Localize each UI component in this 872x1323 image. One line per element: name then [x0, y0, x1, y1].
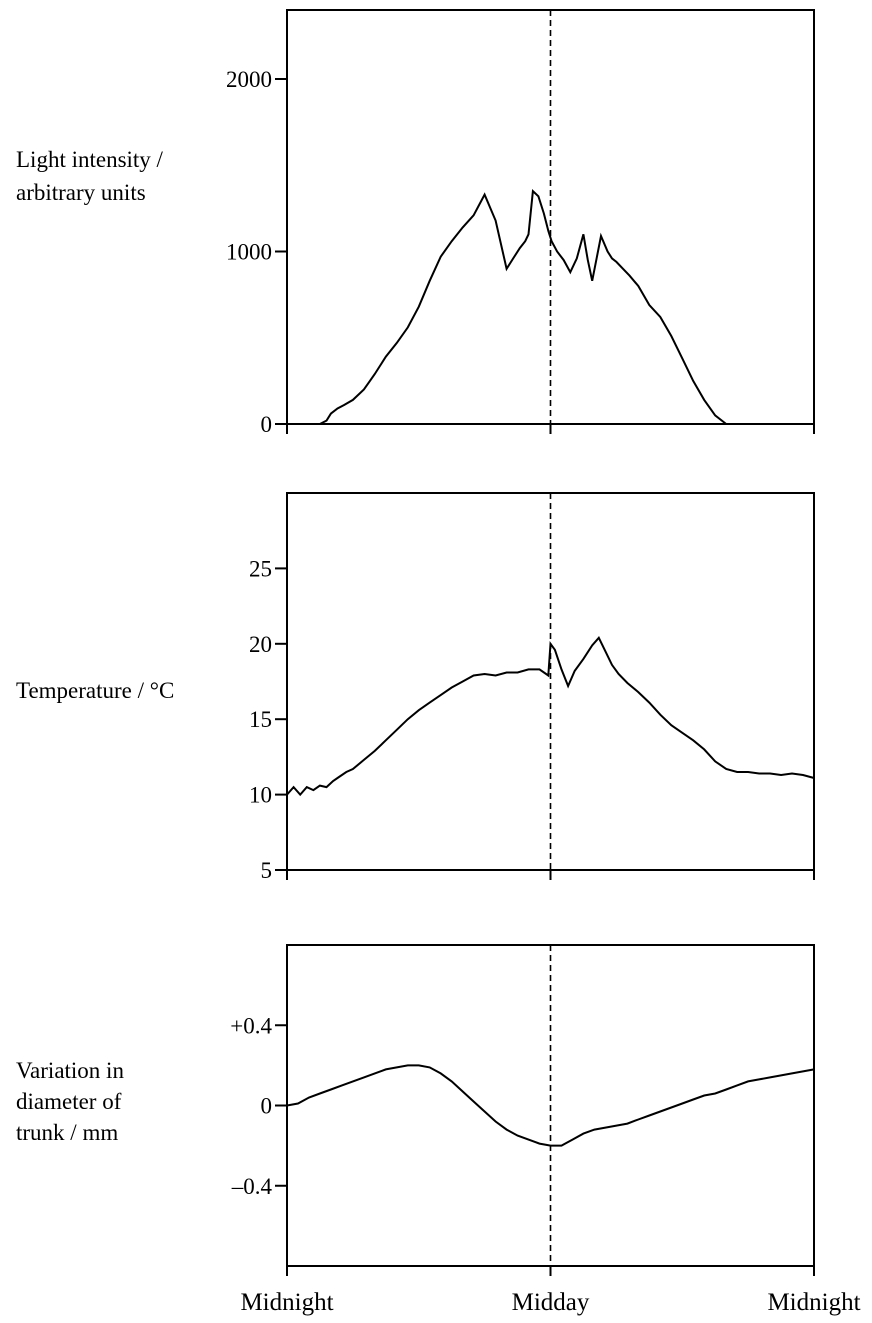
trunk-diameter-panel: Variation in diameter of trunk / mm –0.4…	[16, 944, 815, 1276]
x-label-midday: Midday	[512, 1289, 590, 1316]
light-intensity-series-line	[319, 188, 727, 425]
light-intensity-ytick-label: 0	[261, 412, 273, 437]
light-intensity-yticks: 0 1000 2000	[226, 67, 815, 437]
time-axis-labels: Midnight Midday Midnight	[240, 1289, 860, 1316]
light-intensity-ytick-label: 2000	[226, 67, 272, 92]
temperature-panel: Temperature / °C 5 10 15 20 25	[16, 492, 815, 883]
temperature-ylabel: Temperature / °C	[16, 678, 174, 703]
trunk-diameter-ytick-label: –0.4	[231, 1174, 273, 1199]
temperature-yticks: 5 10 15 20 25	[249, 556, 815, 883]
light-intensity-ylabel-line-2: arbitrary units	[16, 180, 146, 205]
temperature-series-line	[286, 636, 815, 797]
temperature-ytick-label: 5	[261, 858, 273, 883]
x-label-midnight-start: Midnight	[240, 1289, 333, 1316]
temperature-ytick-label: 15	[249, 707, 272, 732]
light-intensity-ylabel-line-1: Light intensity /	[16, 147, 164, 172]
temperature-ytick-label: 20	[249, 632, 272, 657]
temperature-ytick-label: 25	[249, 556, 272, 581]
light-intensity-panel: Light intensity / arbitrary units 0 1000 2…	[16, 9, 815, 437]
trunk-diameter-yticks: –0.4 0 +0.4	[230, 1013, 815, 1276]
trunk-diameter-ylabel-line-2: diameter of	[16, 1089, 122, 1114]
trunk-diameter-ylabel-line-1: Variation in	[16, 1058, 124, 1083]
light-intensity-ytick-label: 1000	[226, 240, 272, 265]
x-label-midnight-end: Midnight	[767, 1289, 860, 1316]
trunk-diameter-ylabel-line-3: trunk / mm	[16, 1120, 118, 1145]
trunk-diameter-series-line	[286, 1064, 815, 1147]
trunk-diameter-ytick-label: +0.4	[230, 1013, 272, 1038]
trunk-diameter-ytick-label: 0	[261, 1094, 273, 1119]
temperature-ytick-label: 10	[249, 783, 272, 808]
